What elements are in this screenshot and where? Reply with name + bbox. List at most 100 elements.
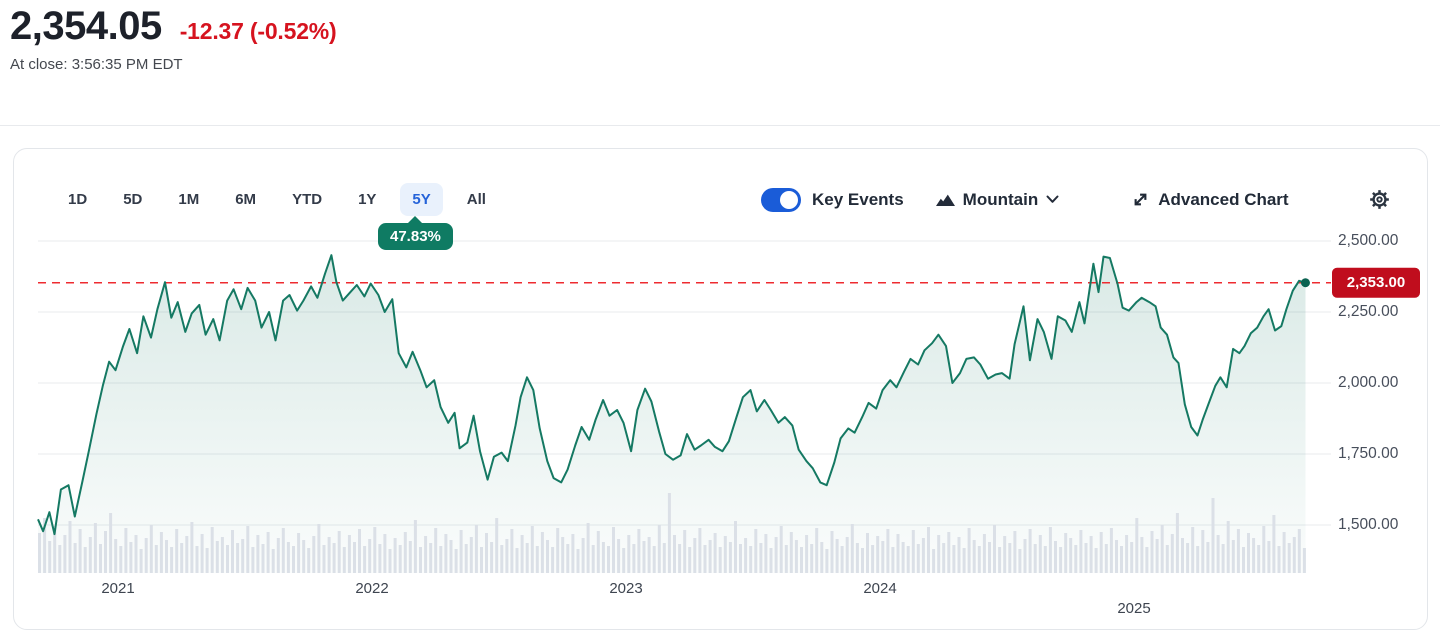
volume-bar bbox=[764, 534, 768, 573]
volume-bar bbox=[708, 540, 712, 573]
price-chart-canvas[interactable]: 2,500.00 2,250.00 2,000.00 1,750.00 1,500.00… bbox=[14, 149, 1429, 629]
volume-bar bbox=[617, 539, 621, 573]
volume-bar bbox=[73, 543, 77, 573]
volume-bar bbox=[840, 546, 844, 573]
volume-bar bbox=[794, 540, 798, 573]
volume-bar bbox=[566, 544, 570, 573]
volume-bar bbox=[220, 537, 224, 573]
volume-bar bbox=[779, 526, 783, 573]
tab-5y[interactable]: 5Y bbox=[400, 183, 443, 216]
volume-bar bbox=[1048, 527, 1052, 573]
volume-bar bbox=[474, 525, 478, 573]
y-axis-label: 2,000.00 bbox=[1338, 374, 1399, 391]
volume-bar bbox=[1242, 547, 1245, 573]
x-axis-label: 2023 bbox=[609, 580, 642, 597]
volume-bar bbox=[159, 532, 163, 573]
volume-bar bbox=[784, 545, 788, 573]
volume-bar bbox=[800, 547, 803, 573]
volume-bar bbox=[1196, 546, 1200, 573]
volume-bar bbox=[520, 535, 524, 573]
volume-bar bbox=[1140, 537, 1144, 573]
volume-bar bbox=[449, 540, 453, 573]
volume-bar bbox=[830, 531, 834, 573]
volume-bar bbox=[170, 547, 174, 573]
volume-bar bbox=[358, 529, 361, 573]
volume-bar bbox=[1231, 540, 1235, 573]
volume-bar bbox=[53, 526, 57, 573]
volume-bar bbox=[292, 546, 295, 573]
volume-bar bbox=[332, 543, 336, 573]
volume-bar bbox=[124, 528, 128, 573]
volume-bar bbox=[154, 545, 158, 573]
volume-bar bbox=[535, 546, 539, 573]
advanced-chart-button[interactable]: Advanced Chart bbox=[1131, 190, 1289, 210]
volume-bar bbox=[1186, 543, 1190, 573]
volume-bar bbox=[353, 542, 356, 573]
last-price-dot bbox=[1300, 278, 1310, 288]
tab-1m[interactable]: 1M bbox=[178, 191, 200, 208]
volume-bar bbox=[1084, 543, 1088, 573]
volume-bar bbox=[1094, 548, 1098, 573]
tab-1y[interactable]: 1Y bbox=[358, 191, 377, 208]
volume-bar bbox=[698, 528, 702, 573]
volume-bar bbox=[947, 532, 951, 573]
volume-bar bbox=[871, 545, 875, 573]
volume-bar bbox=[561, 537, 565, 573]
volume-bar bbox=[104, 531, 107, 573]
volume-bar bbox=[759, 543, 763, 573]
volume-bar bbox=[1201, 530, 1205, 573]
tab-6m[interactable]: 6M bbox=[235, 191, 257, 208]
volume-bar bbox=[1282, 532, 1286, 573]
price-line bbox=[37, 254, 1306, 536]
volume-bar bbox=[485, 533, 488, 573]
volume-bar bbox=[413, 520, 417, 573]
tab-5d[interactable]: 5D bbox=[123, 191, 143, 208]
tab-1d[interactable]: 1D bbox=[68, 191, 88, 208]
volume-bar bbox=[1028, 529, 1032, 573]
volume-bar bbox=[1038, 535, 1042, 573]
tab-all[interactable]: All bbox=[466, 191, 486, 208]
volume-bar bbox=[337, 531, 341, 573]
settings-gear-button[interactable] bbox=[1369, 189, 1390, 210]
volume-bar bbox=[480, 547, 483, 573]
volume-bar bbox=[1277, 546, 1281, 573]
volume-bar bbox=[510, 529, 514, 573]
volume-bar bbox=[1160, 525, 1164, 573]
volume-bar bbox=[38, 533, 41, 573]
volume-bar bbox=[403, 532, 407, 573]
key-events-toggle[interactable] bbox=[761, 187, 801, 212]
volume-bar bbox=[647, 537, 651, 573]
chart-type-dropdown[interactable]: Mountain bbox=[935, 189, 1060, 210]
volume-bar bbox=[678, 544, 682, 573]
volume-bar bbox=[657, 525, 661, 573]
tab-ytd[interactable]: YTD bbox=[292, 191, 323, 208]
volume-bar bbox=[896, 534, 900, 573]
performance-badge: 47.83% bbox=[378, 216, 453, 250]
volume-bar bbox=[556, 528, 560, 573]
volume-bar bbox=[581, 538, 585, 573]
volume-bar bbox=[1211, 498, 1215, 573]
volume-bar bbox=[307, 548, 311, 573]
volume-bar bbox=[419, 547, 422, 573]
volume-bar bbox=[1018, 549, 1022, 573]
volume-bar bbox=[591, 545, 595, 573]
volume-bar bbox=[957, 537, 961, 573]
mountain-icon bbox=[935, 192, 956, 208]
volume-bar bbox=[632, 544, 636, 573]
volume-bar bbox=[312, 536, 316, 573]
volume-bar bbox=[114, 539, 118, 573]
volume-bar bbox=[1089, 536, 1093, 573]
volume-bar bbox=[1104, 544, 1108, 573]
volume-bar bbox=[439, 546, 443, 573]
volume-bar bbox=[1221, 544, 1225, 573]
volume-bar bbox=[129, 542, 133, 573]
volume-bar bbox=[500, 545, 504, 573]
volume-bar bbox=[327, 537, 331, 573]
at-close-caption: At close: 3:56:35 PM EDT bbox=[10, 56, 183, 73]
y-axis-label: 2,250.00 bbox=[1338, 303, 1399, 320]
volume-bar bbox=[754, 529, 758, 573]
chart-type-label: Mountain bbox=[962, 189, 1039, 209]
volume-bar bbox=[886, 529, 890, 573]
volume-bar bbox=[1130, 542, 1134, 573]
volume-bar bbox=[200, 534, 204, 573]
